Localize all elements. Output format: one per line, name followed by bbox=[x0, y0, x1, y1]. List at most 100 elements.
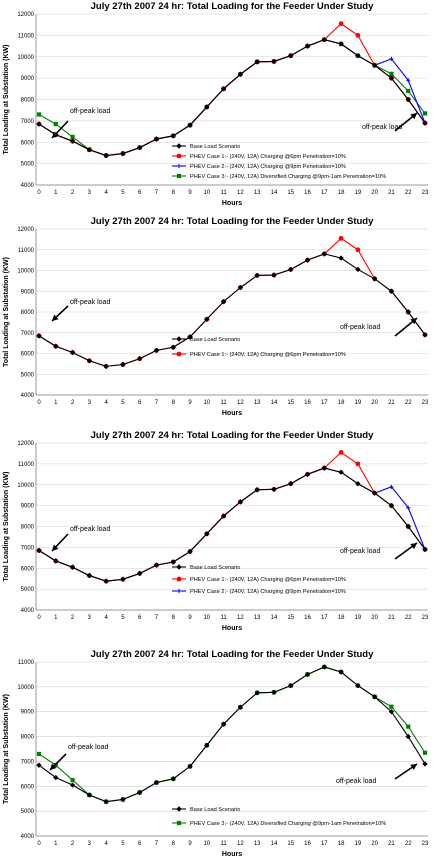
x-tick-label: 21 bbox=[388, 400, 395, 406]
x-tick-label: 6 bbox=[138, 615, 142, 621]
x-tick-label: 9 bbox=[188, 190, 192, 196]
x-tick-label: 21 bbox=[388, 190, 395, 196]
data-point bbox=[103, 578, 109, 584]
data-point bbox=[371, 62, 378, 68]
data-point bbox=[86, 572, 93, 579]
data-point bbox=[422, 332, 428, 338]
x-tick-label: 22 bbox=[405, 615, 412, 621]
legend-label: PHEV Case 1:- (240V, 12A) Charging @6pm … bbox=[190, 352, 346, 358]
y-axis-title: Total Loading at Substation (KW) bbox=[3, 694, 10, 804]
data-point bbox=[355, 461, 361, 467]
data-point bbox=[389, 71, 394, 76]
data-point bbox=[36, 112, 42, 117]
series-1 bbox=[36, 36, 428, 159]
series-1 bbox=[36, 251, 428, 370]
data-point bbox=[355, 481, 361, 487]
data-point bbox=[36, 751, 42, 757]
x-tick-label: 16 bbox=[304, 841, 311, 847]
x-tick-label: 3 bbox=[88, 841, 92, 847]
data-point bbox=[120, 576, 126, 583]
x-tick-label: 3 bbox=[88, 190, 92, 196]
data-point bbox=[53, 121, 58, 127]
data-point bbox=[304, 257, 311, 263]
data-point bbox=[237, 71, 244, 77]
y-tick-label: 5000 bbox=[21, 809, 35, 815]
x-tick-label: 13 bbox=[254, 400, 261, 406]
data-point bbox=[120, 150, 126, 157]
annotation-off-peak-left: off-peak load bbox=[70, 526, 110, 533]
x-tick-label: 14 bbox=[271, 190, 278, 196]
data-point bbox=[304, 43, 311, 49]
y-tick-label: 4000 bbox=[21, 608, 35, 614]
data-point bbox=[86, 147, 93, 153]
data-point bbox=[288, 266, 294, 273]
data-point bbox=[371, 490, 378, 496]
data-point bbox=[355, 266, 361, 273]
chart-title: July 27th 2007 24 hr: Total Loading for … bbox=[91, 430, 374, 441]
x-tick-label: 22 bbox=[405, 400, 412, 406]
legend-marker bbox=[176, 336, 182, 342]
y-tick-label: 5000 bbox=[21, 372, 35, 378]
x-tick-label: 7 bbox=[155, 615, 159, 621]
x-tick-label: 11 bbox=[220, 615, 227, 621]
legend-item: PHEV Case 2:- (240V, 12A) Charging @9pm … bbox=[172, 588, 346, 595]
legend-item: PHEV Case 1:- (240V, 12A) Charging @6pm … bbox=[172, 153, 346, 160]
x-tick-label: 2 bbox=[71, 841, 75, 847]
x-tick-label: 15 bbox=[287, 615, 294, 621]
data-point bbox=[338, 41, 344, 47]
y-tick-label: 6000 bbox=[21, 352, 35, 358]
data-point bbox=[338, 669, 344, 675]
y-tick-label: 12000 bbox=[17, 12, 34, 18]
legend-label: Base Load Scenario bbox=[190, 144, 240, 150]
data-point bbox=[220, 86, 227, 92]
data-point bbox=[187, 334, 193, 340]
y-tick-label: 10000 bbox=[17, 685, 34, 691]
data-point bbox=[254, 487, 260, 493]
arrow-right bbox=[394, 763, 418, 780]
data-point bbox=[136, 355, 143, 362]
series-2 bbox=[36, 21, 428, 158]
data-point bbox=[120, 361, 126, 368]
series-line bbox=[38, 666, 426, 803]
data-point bbox=[204, 316, 210, 322]
y-axis-title: Total Loading at Substation (KW) bbox=[3, 472, 10, 582]
data-point bbox=[69, 782, 76, 788]
data-point bbox=[153, 136, 160, 142]
x-tick-label: 14 bbox=[271, 841, 278, 847]
chart-title: July 27th 2007 24 hr: Total Loading for … bbox=[91, 216, 374, 227]
data-point bbox=[338, 235, 344, 241]
data-point bbox=[170, 344, 176, 350]
legend-marker bbox=[176, 588, 182, 594]
legend-item: PHEV Case 3:- (240V, 12A) Diversified Ch… bbox=[172, 173, 386, 180]
legend-marker bbox=[176, 143, 182, 149]
x-tick-label: 7 bbox=[155, 841, 159, 847]
x-tick-label: 1 bbox=[54, 190, 58, 196]
chart-2: July 27th 2007 24 hr: Total Loading for … bbox=[3, 216, 429, 417]
legend: Base Load Scenario PHEV Case 3:- (240V, 1… bbox=[172, 806, 386, 827]
x-tick-label: 3 bbox=[88, 615, 92, 621]
legend-label: Base Load Scenario bbox=[190, 565, 240, 571]
x-tick-label: 12 bbox=[237, 400, 244, 406]
legend-label: PHEV Case 1:- (240V, 12A) Charging @6pm … bbox=[190, 577, 346, 583]
annotation-off-peak-left: off-peak load bbox=[70, 108, 110, 115]
x-tick-label: 9 bbox=[188, 400, 192, 406]
data-point bbox=[153, 562, 160, 568]
data-point bbox=[422, 750, 428, 755]
data-point bbox=[86, 792, 93, 798]
annotation-off-peak-right: off-peak load bbox=[362, 124, 402, 131]
legend-marker bbox=[176, 173, 182, 179]
data-point bbox=[355, 32, 361, 38]
data-point bbox=[371, 276, 378, 282]
x-tick-label: 7 bbox=[155, 190, 159, 196]
x-tick-label: 20 bbox=[371, 400, 378, 406]
x-axis-title: Hours bbox=[222, 200, 242, 207]
legend: Base Load Scenario PHEV Case 1:- (240V, 1… bbox=[172, 336, 346, 358]
arrow-left bbox=[49, 753, 67, 771]
data-point bbox=[170, 559, 176, 565]
y-tick-label: 11000 bbox=[18, 462, 35, 468]
data-point bbox=[254, 59, 260, 65]
legend-marker bbox=[176, 153, 182, 159]
x-tick-label: 12 bbox=[237, 615, 244, 621]
legend-label: PHEV Case 3:- (240V, 12A) Diversified Ch… bbox=[190, 821, 386, 827]
